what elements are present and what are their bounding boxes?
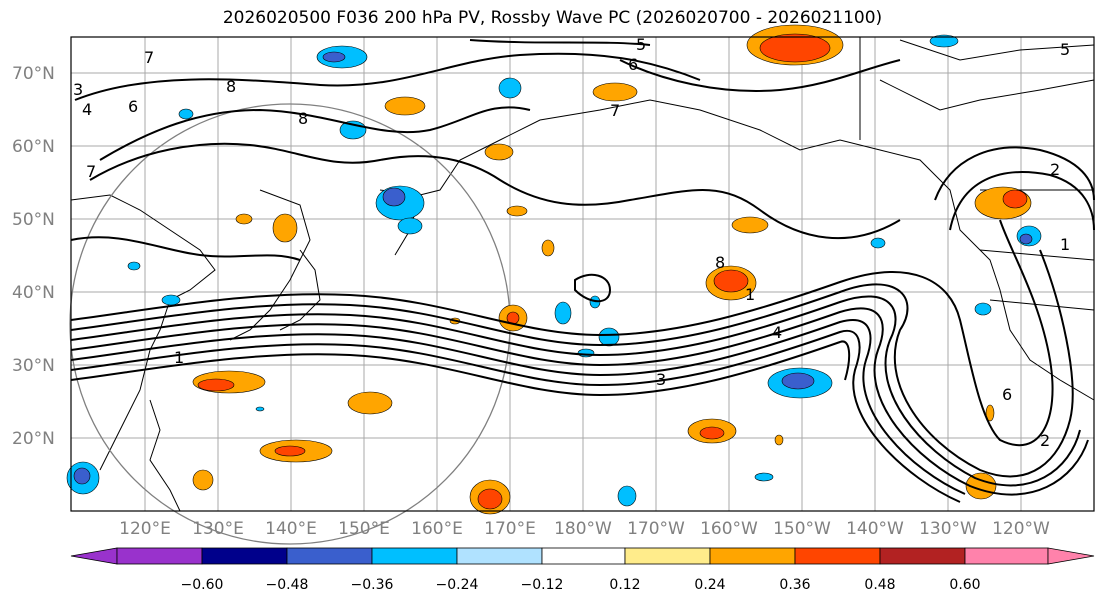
contour-label: 7 <box>610 101 620 120</box>
colorbar-tick: −0.24 <box>436 577 479 593</box>
colorbar-segment <box>624 547 711 565</box>
colorbar-segment <box>879 547 966 565</box>
colorbar-tick: −0.60 <box>181 577 224 593</box>
contour-label: 7 <box>86 162 96 181</box>
lon-label: 130°E <box>192 519 244 539</box>
lon-label: 160°W <box>700 519 758 539</box>
map-border <box>70 36 1095 512</box>
lat-label: 30°N <box>12 356 55 376</box>
contour-label: 4 <box>772 323 782 342</box>
contour-label: 1 <box>174 348 184 367</box>
colorbar-segment <box>371 547 458 565</box>
lat-label: 40°N <box>12 283 55 303</box>
contour-label: 8 <box>715 253 725 272</box>
colorbar-extend-high <box>1047 547 1095 565</box>
contour-label: 3 <box>73 80 83 99</box>
contour-label: 1 <box>1060 235 1070 254</box>
contour-label: 6 <box>1002 385 1012 404</box>
colorbar-segment <box>709 547 796 565</box>
colorbar-segment <box>541 547 626 565</box>
graticule <box>71 37 1094 511</box>
colorbar-segment <box>964 547 1049 565</box>
contour-label: 6 <box>128 97 138 116</box>
lon-label: 170°E <box>484 519 536 539</box>
lon-label: 170°W <box>627 519 685 539</box>
contour-labels: 5 6 8 8 4 3 7 6 7 1 1 3 4 2 2 8 6 1 7 5 <box>73 35 1070 450</box>
contour-label: 2 <box>1040 431 1050 450</box>
colorbar <box>70 547 1095 565</box>
contour-label: 5 <box>636 35 646 54</box>
colorbar-tick: −0.36 <box>351 577 394 593</box>
lon-label: 140°W <box>846 519 904 539</box>
lon-label: 120°W <box>992 519 1050 539</box>
negative-anomalies <box>66 34 1042 507</box>
colorbar-tick: 0.48 <box>864 577 895 593</box>
colorbar-segment <box>286 547 373 565</box>
colorbar-segment <box>201 547 288 565</box>
contour-label: 7 <box>144 48 154 67</box>
pv-contours <box>70 39 1095 503</box>
colorbar-segment <box>794 547 881 565</box>
colorbar-tick: −0.48 <box>266 577 309 593</box>
lon-label: 140°E <box>265 519 317 539</box>
contour-label: 2 <box>1050 160 1060 179</box>
colorbar-tick: −0.12 <box>521 577 564 593</box>
lat-label: 70°N <box>12 64 55 84</box>
longitude-labels: 120°E 130°E 140°E 150°E 160°E 170°E 180°… <box>119 519 1050 539</box>
latitude-labels: 70°N 60°N 50°N 40°N 30°N 20°N <box>12 64 55 449</box>
colorbar-segment <box>456 547 543 565</box>
colorbar-tick: 0.24 <box>694 577 725 593</box>
lon-label: 150°E <box>338 519 390 539</box>
colorbar-ticks: −0.60 −0.48 −0.36 −0.24 −0.12 0.12 0.24 … <box>181 577 981 593</box>
contour-label: 8 <box>298 109 308 128</box>
map-title: 2026020500 F036 200 hPa PV, Rossby Wave … <box>222 8 883 28</box>
lon-label: 150°W <box>773 519 831 539</box>
colorbar-extend-low <box>70 547 118 565</box>
contour-label: 1 <box>745 285 755 304</box>
colorbar-tick: 0.36 <box>779 577 810 593</box>
colorbar-tick: 0.12 <box>609 577 640 593</box>
colorbar-tick: 0.60 <box>949 577 980 593</box>
lat-label: 50°N <box>12 210 55 230</box>
contour-label: 5 <box>1060 40 1070 59</box>
lat-label: 60°N <box>12 137 55 157</box>
lon-label: 180°W <box>554 519 612 539</box>
lon-label: 130°W <box>919 519 977 539</box>
lat-label: 20°N <box>12 429 55 449</box>
lon-label: 160°E <box>411 519 463 539</box>
contour-label: 6 <box>628 55 638 74</box>
lon-label: 120°E <box>119 519 171 539</box>
contour-label: 3 <box>656 370 666 389</box>
contour-label: 8 <box>226 77 236 96</box>
contour-label: 4 <box>82 100 92 119</box>
colorbar-segment <box>116 547 203 565</box>
coastlines <box>70 37 1095 512</box>
